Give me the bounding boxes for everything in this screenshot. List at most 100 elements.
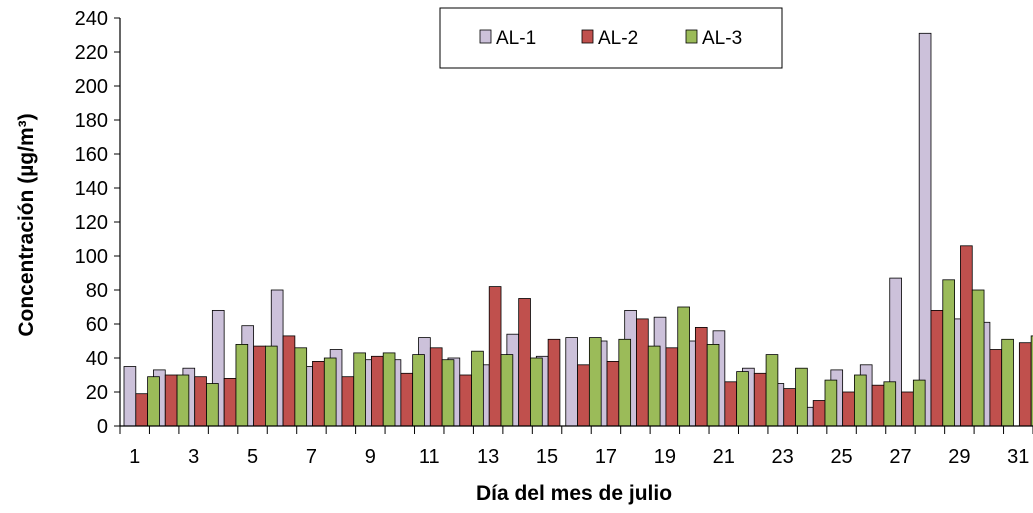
y-tick-label: 180 (75, 110, 108, 132)
bar-al-3-day-17 (618, 338, 632, 427)
y-tick-label: 120 (75, 212, 108, 234)
bar-al-2-day-20 (694, 326, 708, 427)
y-tick-label: 100 (75, 246, 108, 268)
y-tick-label: 240 (75, 8, 108, 30)
bar-al-3-day-19 (677, 306, 690, 427)
bar-al-3-day-7 (323, 357, 337, 427)
bar-al-2-day-10 (400, 372, 414, 427)
bar-al-3-day-13 (500, 354, 514, 427)
legend-label-al-1: AL-1 (496, 28, 536, 49)
x-tick-label: 7 (306, 446, 317, 468)
bars-group (123, 32, 1033, 427)
bar-al-3-day-8 (353, 352, 366, 427)
y-tick-label: 80 (86, 280, 108, 302)
bar-al-2-day-16 (577, 364, 590, 427)
bar-al-2-day-3 (194, 376, 207, 427)
bar-al-3-day-21 (736, 371, 749, 427)
bar-al-1-day-1 (123, 366, 137, 427)
legend-label-al-2: AL-2 (598, 28, 638, 49)
bar-al-2-day-4 (223, 377, 237, 427)
y-axis-ticks: 0 20 40 60 80 100 120 140 160 180 200 220 240 (75, 8, 120, 438)
bar-al-2-day-12 (459, 374, 472, 427)
x-tick-label: 21 (713, 446, 735, 468)
bar-al-3-day-12 (471, 350, 484, 427)
y-tick-label: 200 (75, 76, 108, 98)
bar-al-3-day-4 (235, 343, 249, 427)
bar-al-2-day-27 (901, 391, 914, 427)
bar-al-3-day-31 (1030, 335, 1033, 427)
x-tick-label: 19 (654, 446, 676, 468)
bar-al-2-day-21 (724, 381, 738, 427)
x-tick-label: 31 (1007, 446, 1029, 468)
x-tick-label: 9 (365, 446, 376, 468)
bar-al-3-day-26 (883, 381, 897, 427)
legend: AL-1 AL-2 AL-3 (439, 7, 783, 69)
bar-al-3-day-11 (441, 359, 455, 427)
bar-al-2-day-2 (164, 374, 178, 427)
bar-al-2-day-29 (960, 245, 973, 427)
bar-al-3-day-5 (265, 345, 278, 427)
bar-al-2-day-11 (429, 347, 443, 427)
bar-al-3-day-24 (824, 379, 838, 427)
y-tick-label: 160 (75, 144, 108, 166)
bar-al-3-day-25 (854, 374, 867, 427)
bar-al-3-day-28 (942, 279, 955, 427)
bar-al-3-day-1 (147, 376, 160, 427)
bar-al-2-day-9 (371, 355, 384, 427)
x-tick-label: 17 (595, 446, 617, 468)
x-tick-label: 5 (247, 446, 258, 468)
bar-al-2-day-23 (783, 388, 796, 427)
bar-al-3-day-18 (647, 345, 661, 427)
y-tick-label: 220 (75, 42, 108, 64)
bar-al-2-day-22 (753, 372, 767, 427)
bar-al-3-day-3 (206, 383, 219, 427)
legend-swatch-al-3 (685, 29, 698, 44)
x-tick-label: 3 (188, 446, 199, 468)
bar-al-3-day-16 (588, 337, 602, 427)
y-axis-title: Concentración (µg/m³) (15, 113, 38, 336)
bar-al-1-day-16 (565, 337, 578, 427)
bar-al-3-day-23 (795, 367, 808, 427)
y-tick-label: 0 (97, 416, 108, 438)
x-tick-label: 13 (477, 446, 499, 468)
bar-al-3-day-22 (765, 354, 779, 427)
x-tick-label: 25 (830, 446, 852, 468)
x-tick-label: 27 (889, 446, 911, 468)
x-tick-label: 15 (536, 446, 558, 468)
bar-al-2-day-28 (930, 309, 944, 427)
bar-al-3-day-6 (294, 347, 308, 427)
bar-al-2-day-1 (135, 393, 149, 427)
bar-al-3-day-9 (382, 352, 396, 427)
bar-al-2-day-25 (842, 391, 855, 427)
bar-al-3-day-2 (176, 374, 190, 427)
bar-al-1-day-28 (918, 32, 932, 427)
bar-al-2-day-6 (282, 335, 296, 427)
bar-al-2-day-24 (812, 400, 826, 427)
bar-al-2-day-15 (547, 338, 561, 427)
legend-label-al-3: AL-3 (702, 28, 742, 49)
x-tick-label: 1 (129, 446, 140, 468)
bar-al-2-day-17 (606, 360, 620, 427)
bar-al-3-day-30 (1001, 338, 1014, 427)
bar-al-2-day-8 (341, 376, 355, 427)
bar-al-2-day-18 (636, 318, 649, 427)
x-axis-title: Día del mes de julio (476, 482, 672, 505)
bar-al-3-day-27 (912, 379, 926, 427)
x-tick-label: 23 (772, 446, 794, 468)
bar-al-2-day-5 (253, 345, 266, 427)
legend-box (439, 7, 783, 69)
x-tick-label: 29 (948, 446, 970, 468)
y-tick-label: 140 (75, 178, 108, 200)
legend-swatch-al-1 (479, 29, 492, 44)
bar-al-3-day-20 (706, 343, 720, 427)
bar-al-3-day-29 (971, 289, 985, 427)
bar-al-2-day-30 (989, 349, 1003, 427)
legend-swatch-al-2 (581, 29, 594, 44)
bar-al-2-day-14 (518, 298, 531, 427)
bar-al-3-day-10 (412, 354, 425, 427)
x-axis-ticks: 1 3 5 7 9 11 13 15 17 19 21 23 25 27 29 31 (119, 426, 1033, 468)
bar-al-3-day-14 (530, 357, 543, 427)
y-tick-label: 60 (86, 314, 108, 336)
bar-al-2-day-19 (665, 347, 679, 427)
bar-al-2-day-26 (871, 384, 885, 427)
